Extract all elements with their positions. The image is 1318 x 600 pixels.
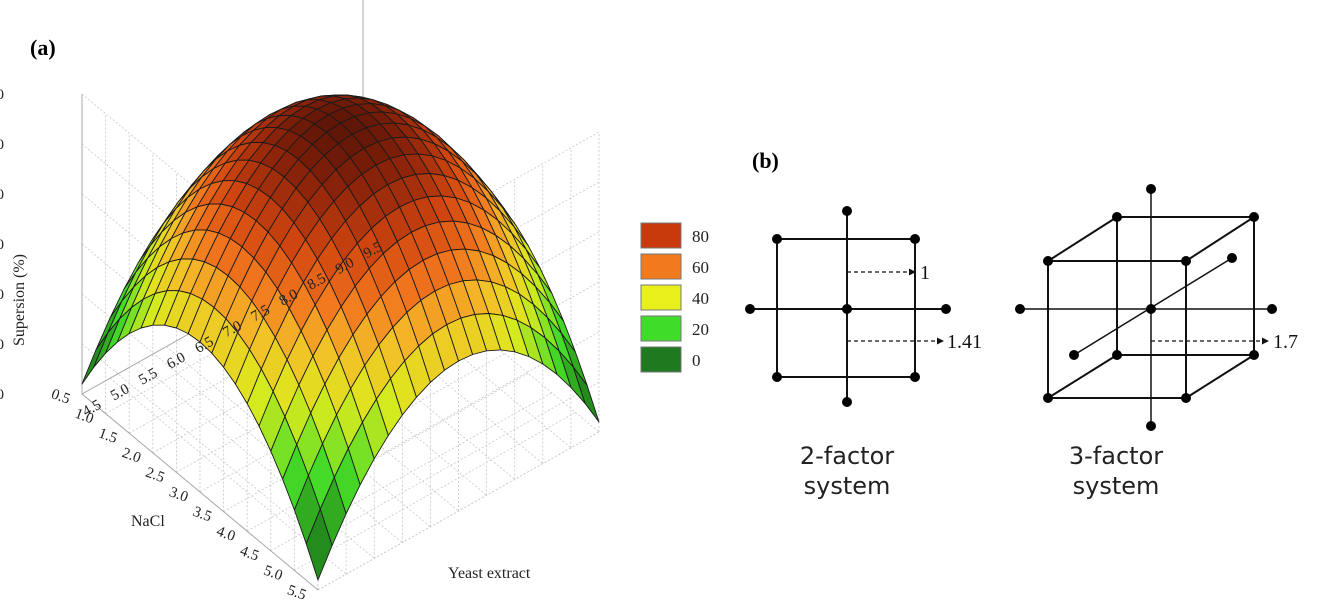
y-tick-label: 2.0 [120,445,143,466]
center-point [842,304,852,314]
design-point [1043,393,1053,403]
design-point [772,234,782,244]
cube-edge [1185,216,1255,262]
axial-point [1069,350,1079,360]
x-tick-label: 5.5 [136,365,160,388]
design-point [1112,350,1122,360]
design-point [1112,212,1122,222]
design-point [910,372,920,382]
design-point [1181,393,1191,403]
x-tick-label: 4.5 [80,397,104,420]
design-point [1181,256,1191,266]
axial-point [1227,253,1237,263]
axial-point [1146,184,1156,194]
legend-label: 0 [692,351,701,370]
center-point [1146,304,1156,314]
cube-edge [1047,354,1118,399]
arrow-icon [1262,337,1269,345]
y-tick-label: 1.5 [96,426,119,447]
y-tick-label: 0.5 [49,386,72,407]
x-tick-label: 6.0 [164,350,188,373]
axial-point [745,304,755,314]
x-axis-label: Yeast extract [448,565,531,582]
grid-line [317,431,600,591]
surface-cell [81,332,109,385]
design-point [772,372,782,382]
y-tick-label: 2.5 [143,465,166,486]
z-axis-label: Supersion (%) [11,254,28,346]
x-tick-label: 6.5 [192,334,216,357]
cube-edge [1047,216,1118,262]
legend-swatch [640,222,682,249]
legend-swatch [640,284,682,311]
z-tick-label: 0 [0,337,4,353]
x-tick-label: 7.5 [249,302,273,325]
response-surface [81,94,600,581]
z-tick-label: 80 [0,137,4,153]
design-point [1043,256,1053,266]
grid-line [317,381,600,541]
grid-line [81,293,319,491]
x-tick-label: 7.0 [220,318,244,341]
panel-a-label: (a) [30,35,56,60]
three-factor-diagram [1020,189,1272,426]
arrow-icon [937,337,944,345]
design-point [910,234,920,244]
cube-back-face [1116,216,1255,356]
legend-swatch [640,253,682,280]
y-tick-label: 5.0 [261,563,284,584]
axis-ticks: 100806040200-204.55.05.56.06.57.07.58.08… [0,87,385,600]
axial-point [1267,304,1277,314]
axial-point [1015,304,1025,314]
y-tick-label: 4.0 [214,524,237,545]
legend-label: 20 [692,320,709,339]
x-tick-label: 8.5 [305,271,329,294]
three-factor-distance: 1.7 [1273,331,1298,353]
y-axis-label: NaCl [131,513,165,530]
grid-line [81,343,319,541]
legend-label: 60 [692,258,709,277]
design-point [1249,212,1259,222]
x-tick-label: 8.0 [277,286,301,309]
z-tick-label: 100 [0,87,4,103]
x-tick-label: 5.0 [108,381,132,404]
three-factor-points [1015,184,1277,431]
axial-point [842,206,852,216]
legend-swatch [640,315,682,342]
z-tick-label: 20 [0,287,4,303]
two-factor-distance-1: 1 [920,262,930,284]
panel-b-label: (b) [752,148,779,173]
z-tick-label: 40 [0,237,4,253]
z-tick-label: 60 [0,187,4,203]
two-factor-caption-line2: system [804,472,891,500]
arrow-icon [909,268,916,276]
two-factor-arrows [909,268,944,345]
axial-point [842,397,852,407]
cube-edge [1185,354,1255,399]
two-factor-caption-line1: 2-factor [800,442,894,470]
x-tick-label: 9.5 [361,239,385,262]
y-tick-label: 5.5 [285,582,308,600]
axis-edge [81,393,319,591]
legend-label: 80 [692,227,709,246]
y-tick-label: 4.5 [238,543,261,564]
grid-line [294,412,576,571]
y-tick-label: 1.0 [73,406,96,427]
axial-point [1146,421,1156,431]
legend-label: 40 [692,289,709,308]
y-tick-label: 3.5 [191,504,214,525]
axial-point [941,304,951,314]
y-tick-label: 3.0 [167,484,190,505]
design-point [1249,350,1259,360]
surface-cell [305,508,333,581]
three-factor-caption-line1: 3-factor [1069,442,1163,470]
color-legend: 80 60 40 20 0 [640,222,709,373]
two-factor-distance-141: 1.41 [947,331,982,353]
x-tick-label: 9.0 [333,255,357,278]
z-tick-label: -20 [0,387,4,403]
two-factor-points [745,206,951,407]
legend-swatch [640,346,682,373]
three-factor-caption-line2: system [1073,472,1160,500]
